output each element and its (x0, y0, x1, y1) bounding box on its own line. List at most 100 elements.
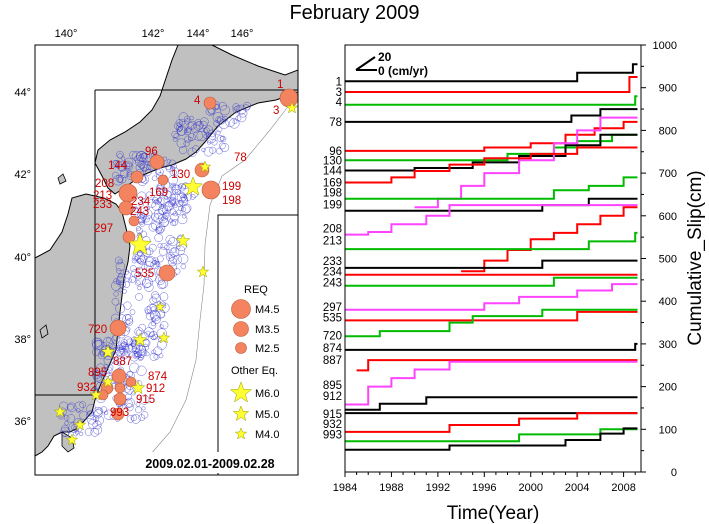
legend-req-label: M2.5 (255, 343, 279, 355)
slip-series-line (345, 146, 638, 184)
aftershock-marker (168, 257, 177, 267)
aftershock-marker (178, 126, 183, 132)
aftershock-marker (178, 146, 188, 155)
y-tick-label: 800 (659, 125, 677, 137)
aftershock-marker (184, 135, 192, 143)
aftershock-marker (93, 425, 103, 435)
aftershock-marker (207, 140, 212, 145)
aftershock-marker (145, 311, 155, 321)
aftershock-marker (157, 310, 166, 319)
y-tick-label: 500 (659, 254, 677, 266)
aftershock-marker (170, 166, 175, 171)
y-tick-label: 700 (659, 168, 677, 180)
x-tick-label: 2004 (565, 482, 589, 494)
aftershock-marker (145, 309, 151, 315)
aftershock-marker (90, 427, 100, 437)
aftershock-marker (144, 306, 152, 314)
aftershock-marker (118, 175, 127, 184)
aftershock-marker (136, 365, 147, 376)
aftershock-marker (139, 161, 150, 172)
aftershock-marker (149, 331, 158, 340)
scale-bottom-label: 0 (cm/yr) (378, 64, 428, 78)
aftershock-marker (123, 281, 130, 288)
aftershock-marker (121, 351, 129, 360)
aftershock-marker (165, 252, 175, 262)
repeater-row-label: 3 (336, 87, 342, 99)
aftershock-marker (184, 118, 191, 125)
aftershock-marker (125, 318, 134, 326)
repeater-row-label: 78 (329, 117, 342, 129)
aftershock-marker (170, 182, 176, 189)
aftershock-marker (117, 361, 122, 366)
lon-tick: 144° (187, 28, 210, 40)
repeater-label: 96 (145, 146, 158, 158)
repeater-label: 208 (95, 178, 114, 190)
aftershock-marker (208, 129, 216, 138)
aftershock-marker (151, 335, 157, 341)
aftershock-marker (218, 142, 226, 150)
repeater-row-label: 144 (323, 166, 343, 178)
aftershock-marker (181, 204, 191, 214)
aftershock-marker (129, 276, 136, 283)
req-marker (158, 264, 176, 282)
aftershock-marker (153, 199, 159, 205)
aftershock-marker (124, 157, 134, 167)
aftershock-marker (148, 223, 157, 232)
repeater-row-label: 199 (323, 200, 342, 212)
aftershock-marker (232, 106, 240, 114)
aftershock-marker (199, 120, 208, 129)
aftershock-marker (63, 415, 70, 421)
aftershock-marker (134, 252, 146, 263)
map-legend: REQ M4.5 M3.5 M2.5 Other Eq. M6.0 M5.0 M… (224, 272, 296, 450)
aftershock-marker (189, 115, 194, 121)
aftershock-marker (155, 223, 166, 233)
other-eq-star (89, 388, 103, 401)
slip-series (345, 63, 638, 451)
other-eq-star (198, 160, 212, 173)
aftershock-marker (132, 351, 141, 360)
req-marker (113, 392, 127, 406)
aftershock-marker (232, 119, 238, 125)
req-marker (114, 382, 126, 394)
aftershock-marker (94, 415, 104, 425)
repeater-row-label: 874 (323, 343, 343, 355)
figure-title: February 2009 (289, 2, 420, 24)
aftershock-marker (180, 263, 187, 270)
aftershock-marker (129, 351, 140, 362)
aftershock-marker (153, 346, 163, 356)
aftershock-marker (115, 261, 125, 271)
aftershock-marker (139, 394, 150, 405)
y-ticks: 0 100 200 300 400 500 600 700 800 900 1000 (641, 40, 677, 479)
aftershock-marker (155, 260, 160, 266)
aftershock-marker (153, 209, 164, 219)
aftershock-marker (204, 125, 214, 135)
aftershock-marker (175, 119, 183, 127)
legend-other-label: M4.0 (255, 429, 279, 441)
x-tick-label: 1984 (333, 482, 357, 494)
aftershock-marker (123, 271, 132, 279)
aftershock-marker (168, 254, 178, 263)
aftershock-marker (242, 104, 250, 112)
aftershock-marker (73, 431, 78, 437)
aftershock-marker (114, 160, 122, 168)
aftershock-marker (96, 375, 105, 384)
aftershock-marker (222, 116, 229, 122)
repeater-label: 78 (234, 152, 247, 164)
repeater-label: 199 (222, 181, 241, 193)
aftershock-marker (129, 362, 140, 373)
sado-island (39, 324, 49, 339)
okushiri-island (57, 173, 67, 185)
aftershock-marker (141, 279, 152, 289)
y-axis-label: Cumulative_Slip(cm) (685, 170, 706, 345)
other-eq-star (65, 433, 79, 446)
other-eq-star (157, 331, 171, 344)
lat-tick: 40° (14, 252, 31, 264)
aftershock-marker (151, 257, 159, 265)
aftershock-marker (125, 162, 134, 171)
aftershock-marker (159, 204, 165, 209)
slip-series-line (345, 108, 638, 123)
aftershock-marker (122, 161, 131, 170)
aftershock-marker (201, 147, 206, 153)
aftershock-marker (181, 213, 187, 219)
aftershock-marker (217, 135, 224, 142)
